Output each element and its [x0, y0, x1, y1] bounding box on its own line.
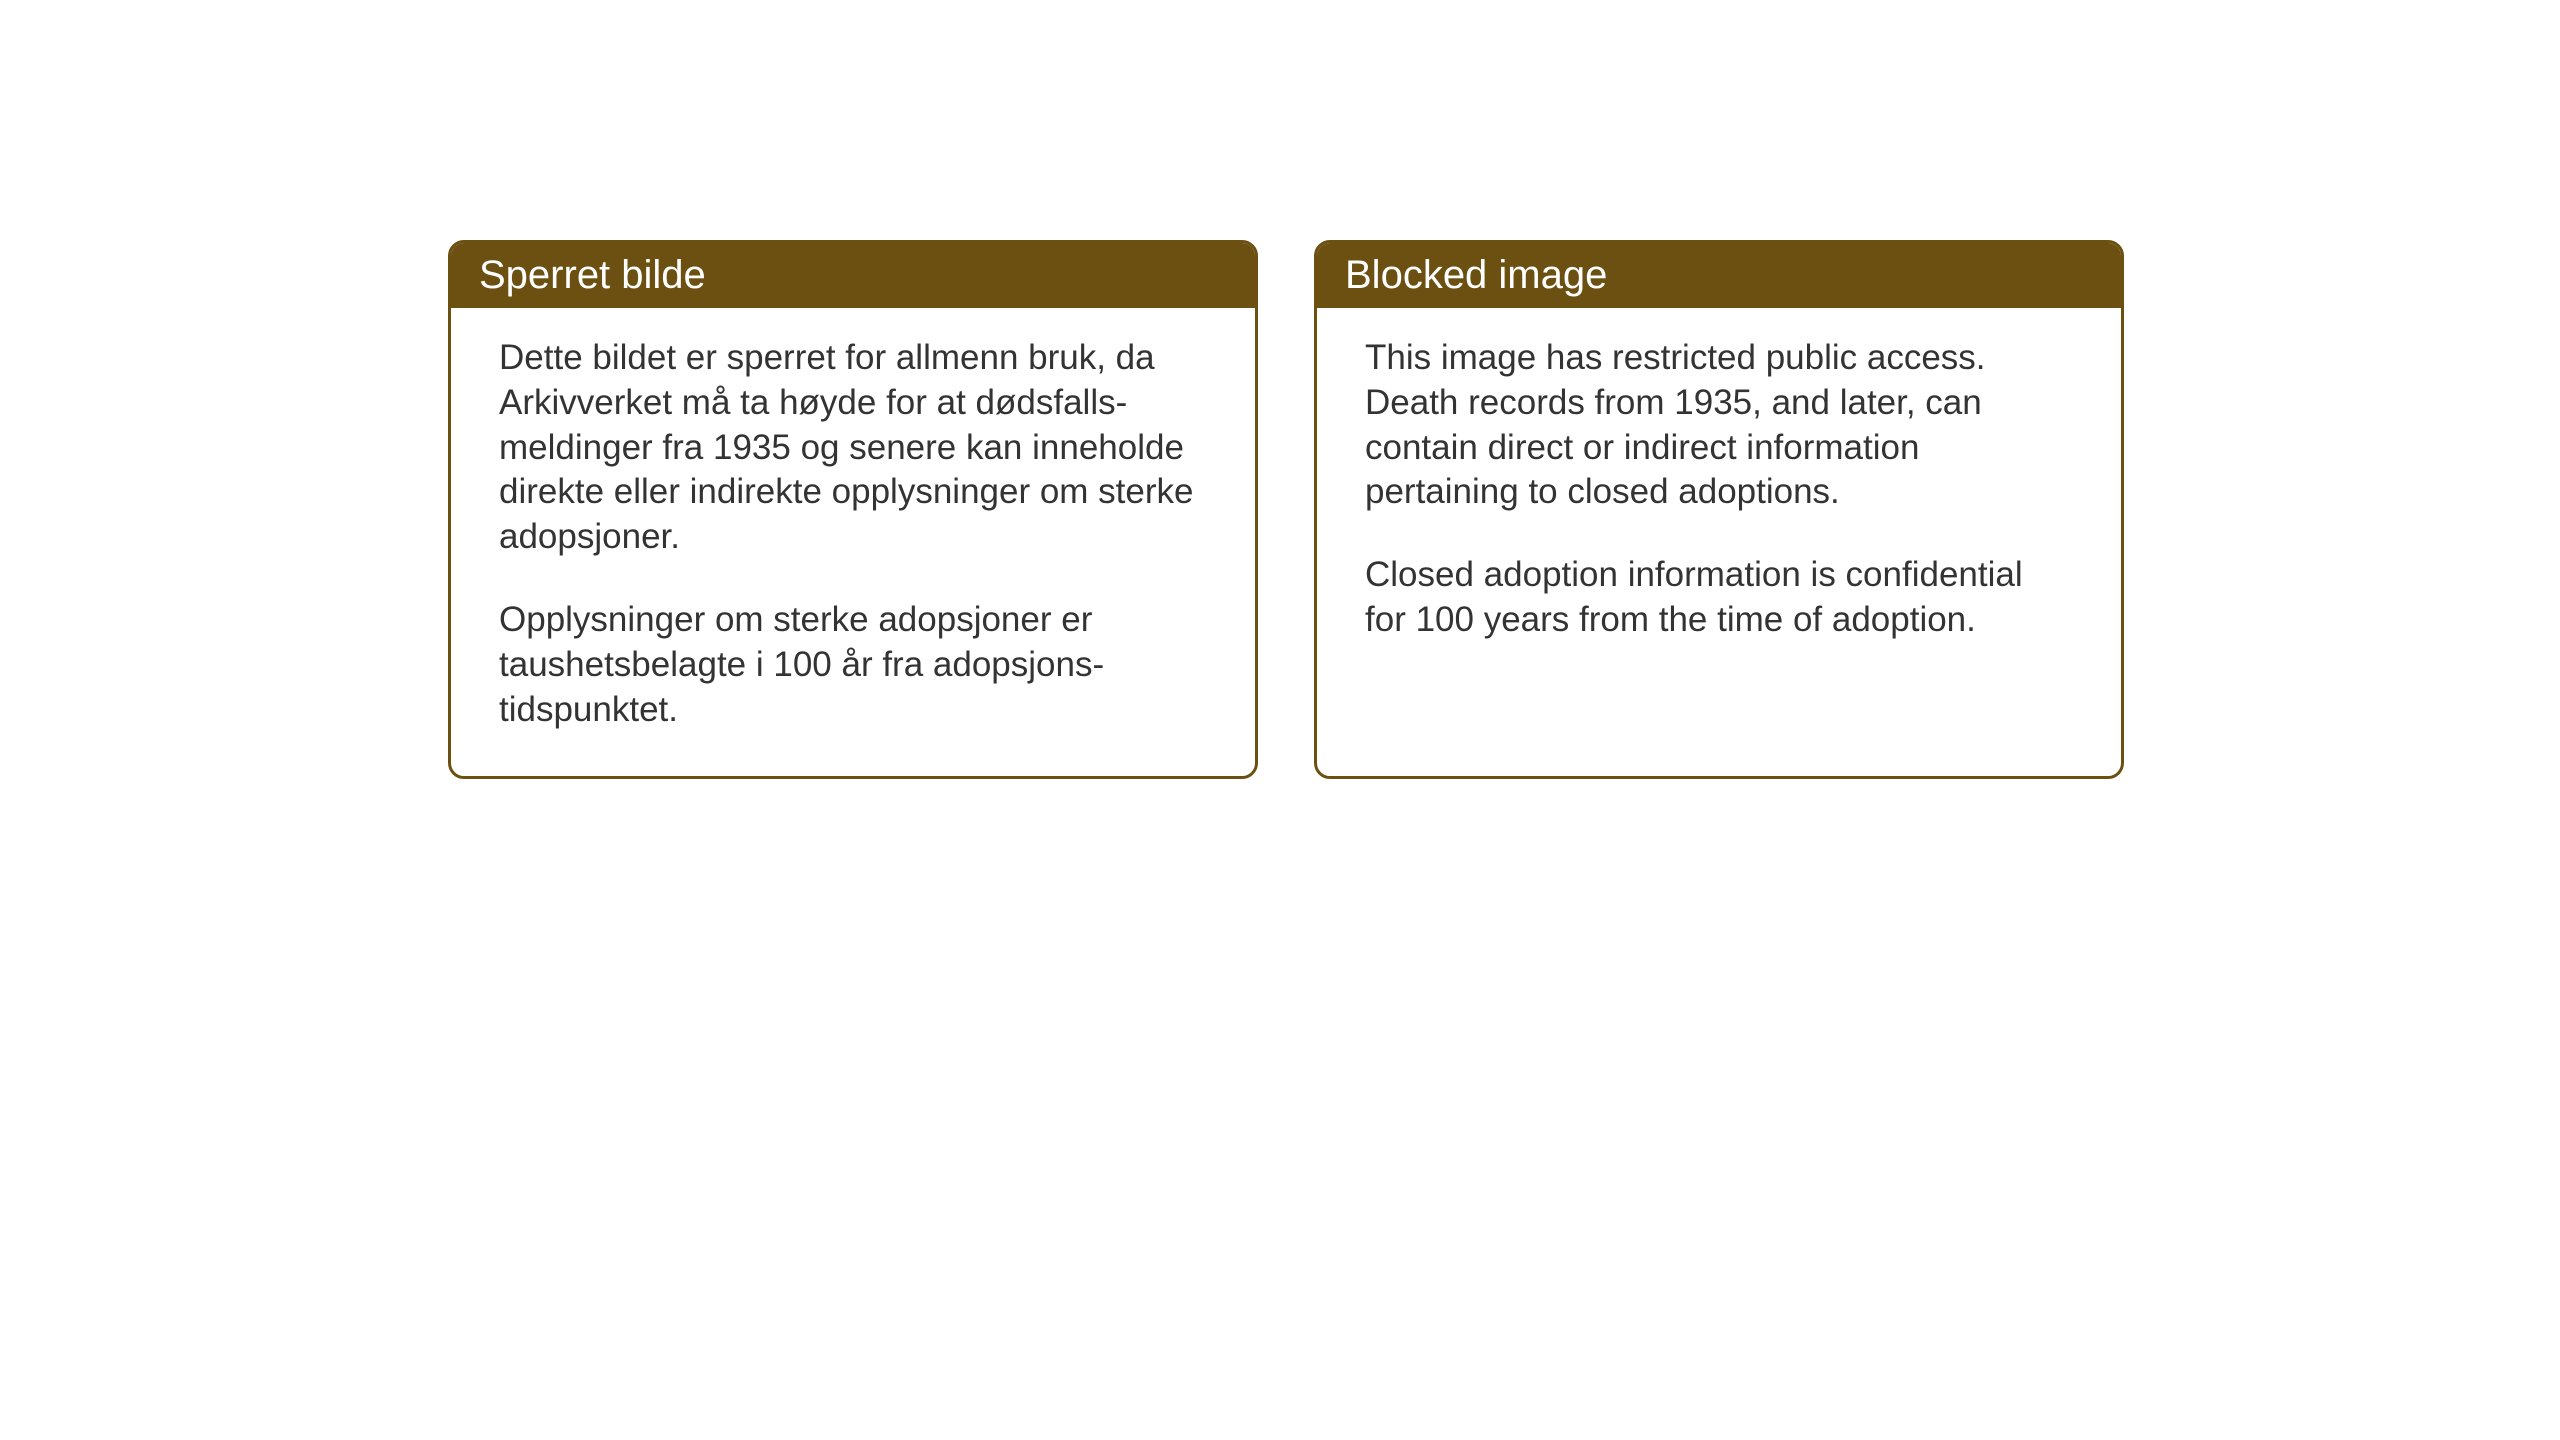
card-paragraph-english-2: Closed adoption information is confident… [1365, 553, 2073, 643]
cards-container: Sperret bilde Dette bildet er sperret fo… [448, 240, 2124, 779]
card-english: Blocked image This image has restricted … [1314, 240, 2124, 779]
card-header-norwegian: Sperret bilde [451, 243, 1255, 308]
card-paragraph-english-1: This image has restricted public access.… [1365, 336, 2073, 515]
card-paragraph-norwegian-2: Opplysninger om sterke adopsjoner er tau… [499, 598, 1207, 732]
card-title-english: Blocked image [1345, 253, 2093, 298]
card-paragraph-norwegian-1: Dette bildet er sperret for allmenn bruk… [499, 336, 1207, 560]
card-body-english: This image has restricted public access.… [1317, 308, 2121, 687]
card-header-english: Blocked image [1317, 243, 2121, 308]
card-title-norwegian: Sperret bilde [479, 253, 1227, 298]
card-body-norwegian: Dette bildet er sperret for allmenn bruk… [451, 308, 1255, 776]
card-norwegian: Sperret bilde Dette bildet er sperret fo… [448, 240, 1258, 779]
